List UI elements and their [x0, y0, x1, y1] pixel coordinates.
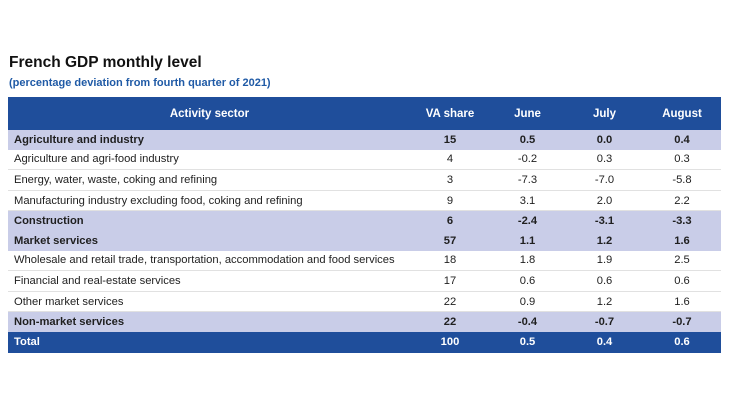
july-cell: -3.1	[566, 210, 643, 231]
august-cell: -0.7	[643, 311, 721, 332]
july-cell: 0.6	[566, 270, 643, 292]
va-share-cell: 22	[411, 291, 489, 313]
july-cell: 0.4	[566, 331, 643, 353]
table-row: Financial and real-estate services 17 0.…	[8, 270, 721, 292]
gdp-table: Activity sector VA share June July Augus…	[8, 97, 721, 353]
august-cell: 0.6	[643, 331, 721, 353]
june-cell: 3.1	[489, 190, 566, 212]
column-header-june: June	[489, 97, 566, 130]
august-cell: 1.6	[643, 291, 721, 313]
table-row: Energy, water, waste, coking and refinin…	[8, 169, 721, 191]
july-cell: 2.0	[566, 190, 643, 212]
column-header-sector: Activity sector	[8, 97, 411, 130]
june-cell: 0.9	[489, 291, 566, 313]
june-cell: -0.4	[489, 311, 566, 332]
sector-cell: Energy, water, waste, coking and refinin…	[8, 169, 411, 191]
va-share-cell: 15	[411, 130, 489, 150]
june-cell: -2.4	[489, 210, 566, 231]
table-row: Agriculture and industry 15 0.5 0.0 0.4	[8, 130, 721, 150]
august-cell: 2.2	[643, 190, 721, 212]
july-cell: 0.0	[566, 130, 643, 150]
july-cell: 1.9	[566, 250, 643, 272]
va-share-cell: 100	[411, 331, 489, 353]
july-cell: 1.2	[566, 291, 643, 313]
va-share-cell: 22	[411, 311, 489, 332]
total-row: Total 100 0.5 0.4 0.6	[8, 331, 721, 353]
june-cell: 0.5	[489, 331, 566, 353]
sector-cell: Manufacturing industry excluding food, c…	[8, 190, 411, 212]
sector-cell: Market services	[8, 230, 411, 251]
august-cell: 1.6	[643, 230, 721, 251]
page-subtitle: (percentage deviation from fourth quarte…	[9, 77, 271, 89]
column-header-august: August	[643, 97, 721, 130]
june-cell: 1.8	[489, 250, 566, 272]
va-share-cell: 3	[411, 169, 489, 191]
va-share-cell: 4	[411, 149, 489, 171]
july-cell: -0.7	[566, 311, 643, 332]
page-title: French GDP monthly level	[9, 54, 202, 71]
august-cell: -5.8	[643, 169, 721, 191]
column-header-va-share: VA share	[411, 97, 489, 130]
va-share-cell: 57	[411, 230, 489, 251]
june-cell: -0.2	[489, 149, 566, 171]
table-row: Other market services 22 0.9 1.2 1.6	[8, 291, 721, 313]
july-cell: -7.0	[566, 169, 643, 191]
sector-cell: Agriculture and industry	[8, 130, 411, 150]
sector-cell: Construction	[8, 210, 411, 231]
august-cell: 0.4	[643, 130, 721, 150]
june-cell: 0.5	[489, 130, 566, 150]
sector-cell: Total	[8, 331, 411, 353]
table-header-row: Activity sector VA share June July Augus…	[8, 97, 721, 130]
june-cell: -7.3	[489, 169, 566, 191]
table-row: Wholesale and retail trade, transportati…	[8, 250, 721, 272]
august-cell: 2.5	[643, 250, 721, 272]
table-row: Manufacturing industry excluding food, c…	[8, 190, 721, 212]
column-header-july: July	[566, 97, 643, 130]
sector-cell: Financial and real-estate services	[8, 270, 411, 292]
va-share-cell: 18	[411, 250, 489, 272]
august-cell: 0.3	[643, 149, 721, 171]
va-share-cell: 6	[411, 210, 489, 231]
sector-cell: Non-market services	[8, 311, 411, 332]
sector-cell: Other market services	[8, 291, 411, 313]
table-row: Non-market services 22 -0.4 -0.7 -0.7	[8, 311, 721, 332]
sector-cell: Wholesale and retail trade, transportati…	[8, 250, 411, 272]
va-share-cell: 17	[411, 270, 489, 292]
table-row: Market services 57 1.1 1.2 1.6	[8, 230, 721, 251]
table-row: Construction 6 -2.4 -3.1 -3.3	[8, 210, 721, 231]
sector-cell: Agriculture and agri-food industry	[8, 149, 411, 171]
va-share-cell: 9	[411, 190, 489, 212]
august-cell: 0.6	[643, 270, 721, 292]
july-cell: 0.3	[566, 149, 643, 171]
june-cell: 1.1	[489, 230, 566, 251]
august-cell: -3.3	[643, 210, 721, 231]
table-row: Agriculture and agri-food industry 4 -0.…	[8, 149, 721, 171]
june-cell: 0.6	[489, 270, 566, 292]
july-cell: 1.2	[566, 230, 643, 251]
